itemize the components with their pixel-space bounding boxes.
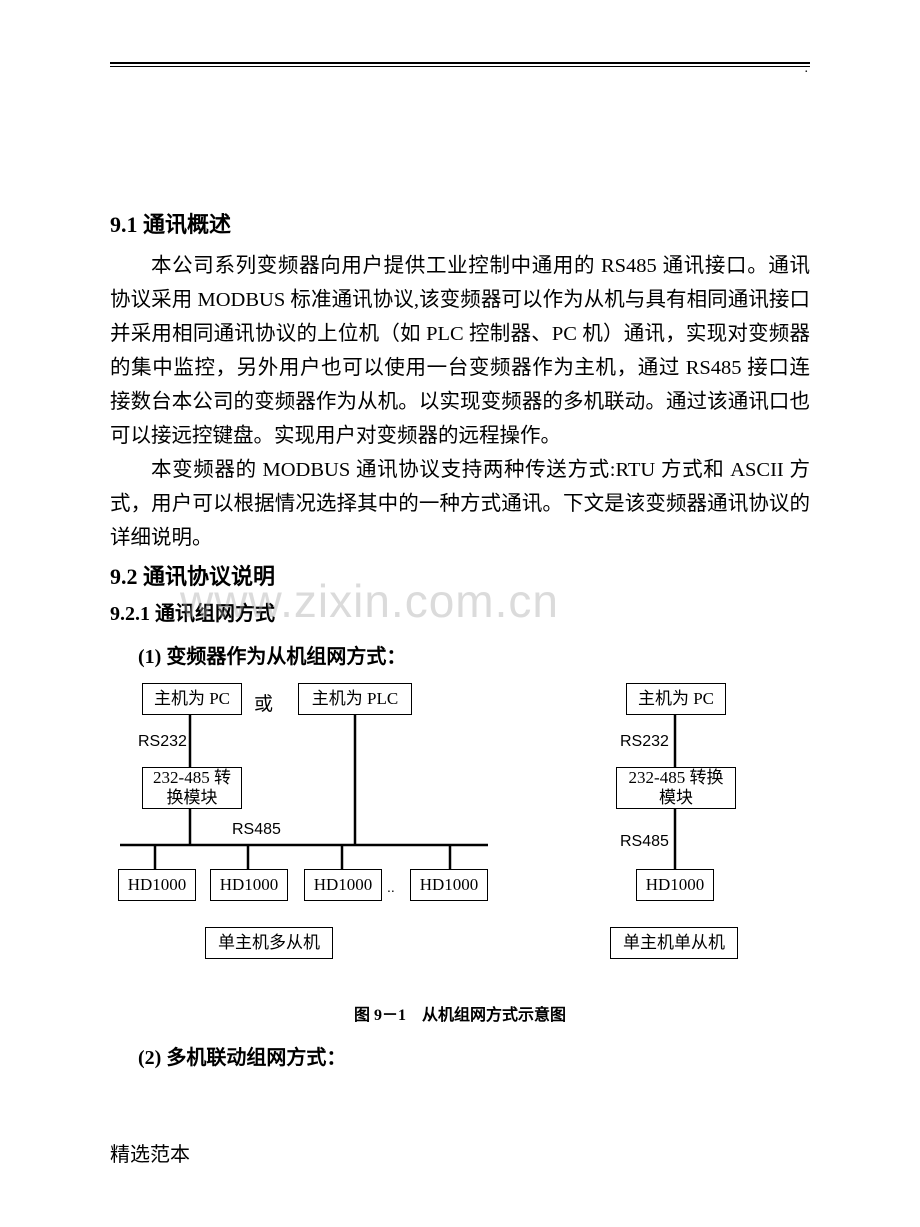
label-rs232-left: RS232: [138, 733, 187, 751]
label-rs232-right: RS232: [620, 733, 669, 751]
section-9-2-title: 9.2 通讯协议说明: [110, 559, 810, 591]
box-master-plc: 主机为 PLC: [298, 683, 412, 715]
diagram-figure-9-1: 主机为 PC 或 主机为 PLC RS232 232-485 转 换模块 RS4…: [120, 679, 810, 989]
box-device-right: HD1000: [636, 869, 714, 901]
box-converter-left: 232-485 转 换模块: [142, 767, 242, 809]
box-master-pc: 主机为 PC: [142, 683, 242, 715]
subsection-1-title: (1) 变频器作为从机组网方式：: [138, 640, 810, 669]
box-converter-right: 232-485 转换 模块: [616, 767, 736, 809]
header-dot: .: [110, 61, 810, 77]
box-device-3: HD1000: [304, 869, 382, 901]
box-single-master-multi-slave: 单主机多从机: [205, 927, 333, 959]
box-device-1: HD1000: [118, 869, 196, 901]
section-9-2-1-title: 9.2.1 通讯组网方式: [110, 597, 810, 626]
label-or: 或: [254, 689, 273, 716]
section-9-1-title: 9.1 通讯概述: [110, 207, 810, 239]
box-device-2: HD1000: [210, 869, 288, 901]
subsection-2-title: (2) 多机联动组网方式：: [138, 1041, 810, 1070]
box-single-master-single-slave: 单主机单从机: [610, 927, 738, 959]
label-rs485-right: RS485: [620, 833, 669, 851]
label-rs485-left: RS485: [232, 821, 281, 839]
figure-caption: 图 9－1 从机组网方式示意图: [110, 1001, 810, 1025]
paragraph-1: 本公司系列变频器向用户提供工业控制中通用的 RS485 通讯接口。通讯协议采用 …: [110, 249, 810, 453]
box-device-4: HD1000: [410, 869, 488, 901]
page-footer: 精选范本: [110, 1138, 190, 1167]
paragraph-2: 本变频器的 MODBUS 通讯协议支持两种传送方式:RTU 方式和 ASCII …: [110, 453, 810, 555]
label-dots: ..: [387, 879, 395, 895]
box-master-pc-right: 主机为 PC: [626, 683, 726, 715]
